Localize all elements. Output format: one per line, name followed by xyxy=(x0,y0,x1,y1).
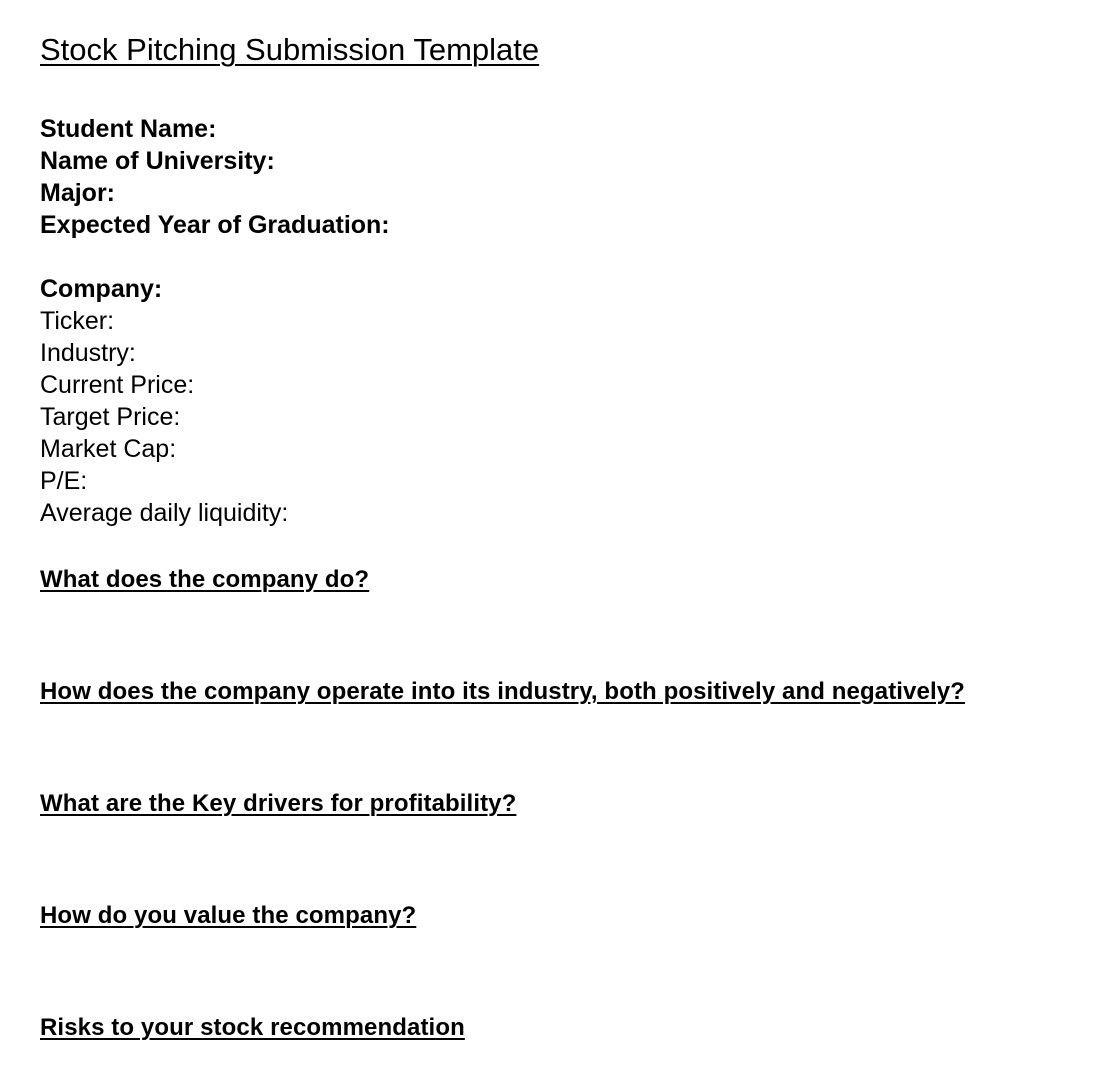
document-title: Stock Pitching Submission Template xyxy=(40,32,540,67)
ticker-label: Ticker: xyxy=(40,307,115,335)
industry-label: Industry: xyxy=(40,339,136,367)
major-label: Major: xyxy=(40,179,115,207)
company-heading: Company: xyxy=(40,275,163,303)
pe-label: P/E: xyxy=(40,467,88,495)
graduation-year-label: Expected Year of Graduation: xyxy=(40,211,390,239)
question-industry-operation: How does the company operate into its in… xyxy=(40,678,965,705)
question-risks: Risks to your stock recommendation xyxy=(40,1014,465,1041)
question-profitability-drivers: What are the Key drivers for profitabili… xyxy=(40,790,517,817)
question-company-description: What does the company do? xyxy=(40,566,370,593)
student-name-label: Student Name: xyxy=(40,115,217,143)
target-price-label: Target Price: xyxy=(40,403,181,431)
market-cap-label: Market Cap: xyxy=(40,435,177,463)
university-label: Name of University: xyxy=(40,147,275,175)
question-valuation: How do you value the company? xyxy=(40,902,417,929)
current-price-label: Current Price: xyxy=(40,371,195,399)
liquidity-label: Average daily liquidity: xyxy=(40,499,289,527)
